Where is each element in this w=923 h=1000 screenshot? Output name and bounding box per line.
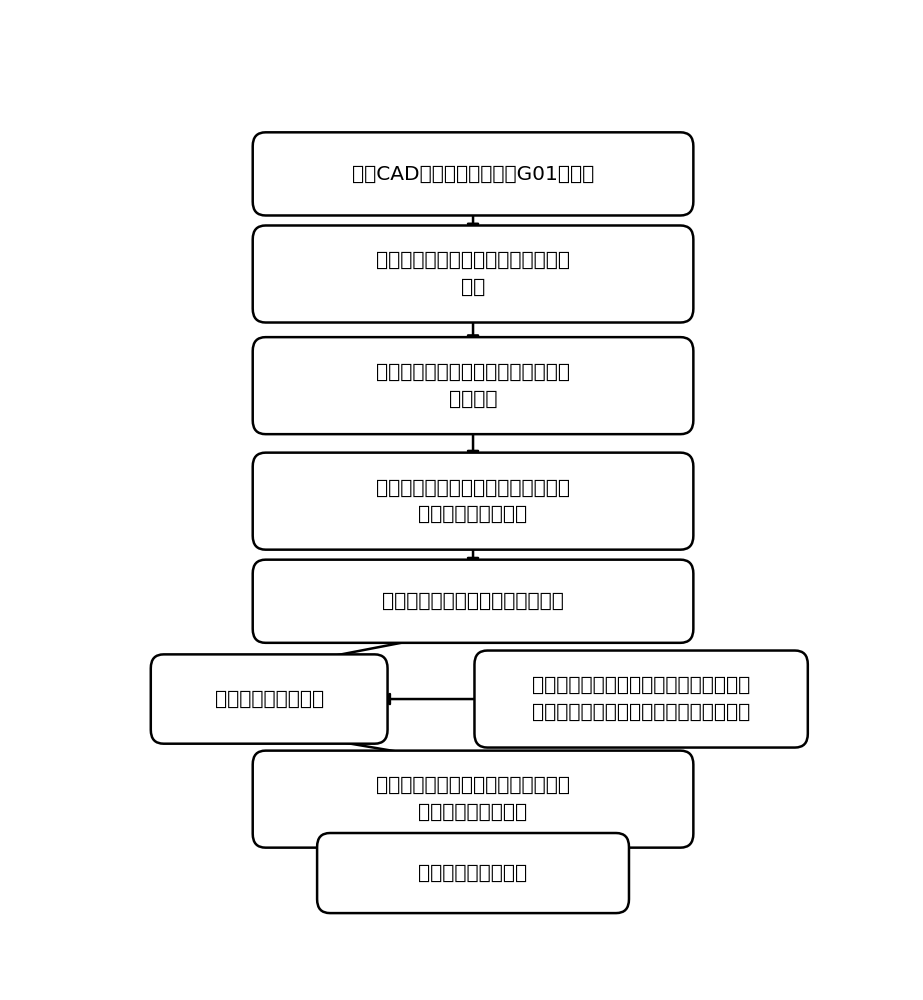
Text: 获取CAD零件铣削精加工的G01程序段: 获取CAD零件铣削精加工的G01程序段 <box>352 164 594 183</box>
FancyBboxPatch shape <box>253 453 693 550</box>
FancyBboxPatch shape <box>253 132 693 215</box>
Text: 预测输出刀位点标签: 预测输出刀位点标签 <box>418 864 528 883</box>
FancyBboxPatch shape <box>318 833 629 913</box>
FancyBboxPatch shape <box>253 225 693 323</box>
FancyBboxPatch shape <box>150 654 388 744</box>
Text: 搭建图神经网络模型: 搭建图神经网络模型 <box>215 690 324 709</box>
Text: 从程序段中提取刀位点云的三维空间
坐标: 从程序段中提取刀位点云的三维空间 坐标 <box>376 251 570 297</box>
Text: 输入需要预测特征点的刀位点云数据
及刀位点云邻接矩阵: 输入需要预测特征点的刀位点云数据 及刀位点云邻接矩阵 <box>376 776 570 822</box>
FancyBboxPatch shape <box>253 560 693 643</box>
Text: 输入手工标记特征点的刀位点云数据与刀
位点云邻接矩阵训练图神经网络模型模型: 输入手工标记特征点的刀位点云数据与刀 位点云邻接矩阵训练图神经网络模型模型 <box>532 676 750 722</box>
FancyBboxPatch shape <box>253 337 693 434</box>
Text: 将刀位点云三角剖分拓扑成图结构: 将刀位点云三角剖分拓扑成图结构 <box>382 592 564 611</box>
Text: 结合刀具行进方向的邻域刀位点生成
刀位点几何特征矩阵: 结合刀具行进方向的邻域刀位点生成 刀位点几何特征矩阵 <box>376 478 570 524</box>
FancyBboxPatch shape <box>253 751 693 848</box>
FancyBboxPatch shape <box>474 651 808 748</box>
Text: 定义并计算刀位点的几何参数及几何
特征向量: 定义并计算刀位点的几何参数及几何 特征向量 <box>376 363 570 408</box>
